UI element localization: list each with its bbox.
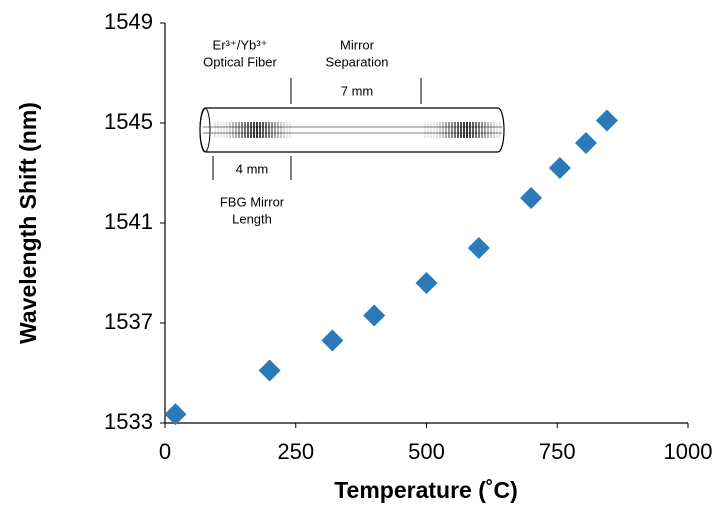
annotation: Er³⁺/Yb³⁺	[213, 37, 268, 52]
annotation: FBG Mirror	[220, 194, 285, 209]
x-axis-title: Temperature (˚C)	[334, 477, 518, 503]
point	[575, 132, 598, 154]
x-tick-label: 1000	[664, 439, 713, 464]
y-axis-title: Wavelength Shift (nm)	[15, 102, 41, 344]
annotation: Optical Fiber	[203, 54, 277, 69]
annotation: Separation	[326, 54, 389, 69]
y-tick-label: 1545	[104, 109, 153, 134]
annotation: Length	[232, 211, 272, 226]
point	[415, 272, 438, 294]
fiber-end	[199, 107, 211, 153]
gratings	[214, 122, 501, 138]
y-tick-label: 1537	[104, 309, 153, 334]
x-tick-label: 250	[277, 439, 314, 464]
point	[321, 329, 344, 352]
point	[595, 109, 618, 132]
point	[363, 304, 386, 327]
point	[164, 403, 187, 426]
x-tick-label: 500	[408, 439, 445, 464]
x-tick-label: 0	[159, 439, 171, 464]
fiber-inset: Er³⁺/Yb³⁺ Optical Fiber Mirror Separatio…	[199, 37, 505, 226]
x-tick-label: 750	[539, 439, 576, 464]
annotation: Mirror	[340, 37, 375, 52]
y-tick-label: 1533	[104, 409, 153, 434]
point	[258, 359, 281, 382]
point	[467, 237, 490, 259]
point	[548, 157, 571, 179]
annotation: 4 mm	[236, 161, 269, 176]
y-tick-label: 1541	[104, 209, 153, 234]
point	[520, 187, 543, 209]
annotation: 7 mm	[341, 83, 374, 98]
y-tick-label: 1549	[104, 9, 153, 34]
